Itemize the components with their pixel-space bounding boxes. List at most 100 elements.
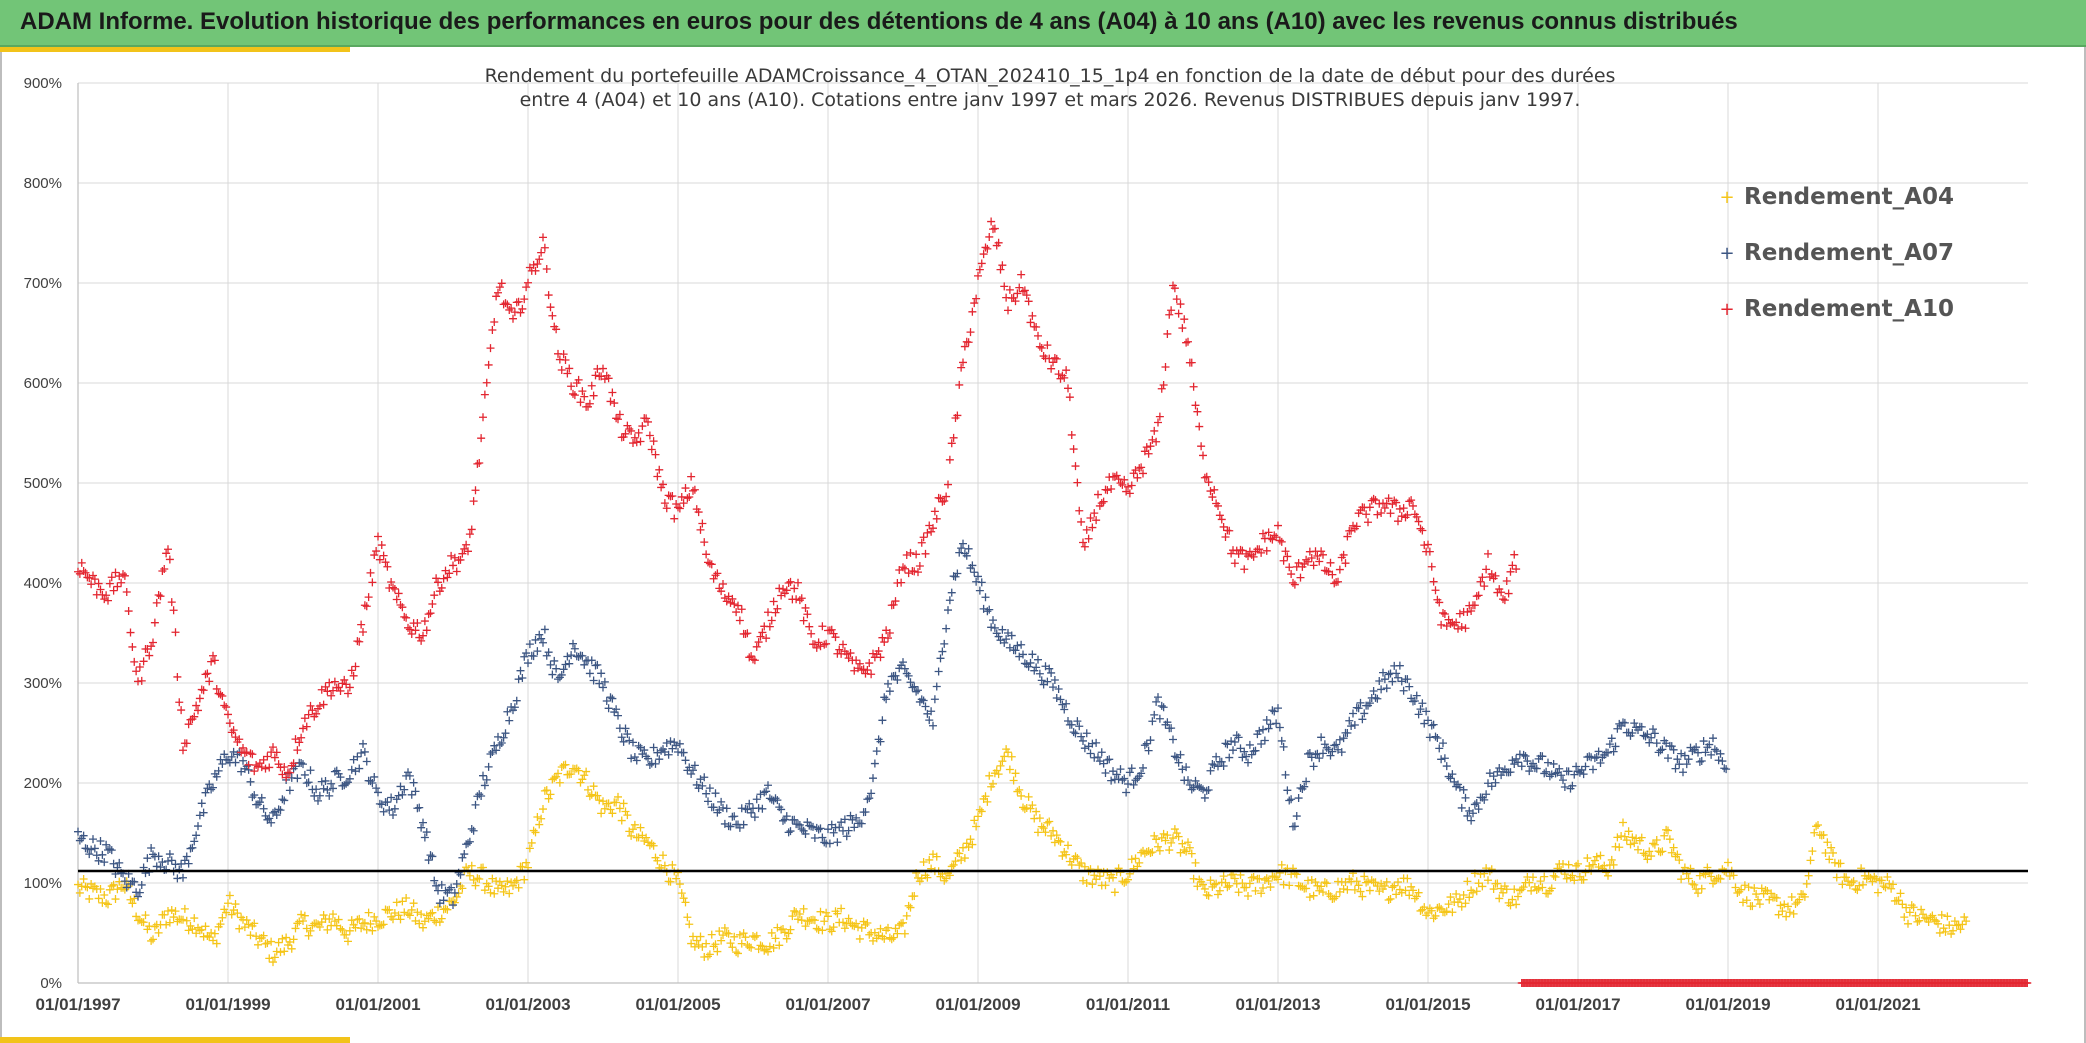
data-point [989, 616, 997, 625]
data-point [394, 911, 403, 920]
data-point [1197, 783, 1206, 792]
data-point [113, 885, 122, 894]
data-point [906, 903, 915, 912]
data-point [79, 831, 88, 840]
data-point [1266, 883, 1275, 892]
data-point [135, 916, 144, 925]
data-point [1579, 770, 1588, 779]
data-point [529, 652, 538, 661]
data-point [1032, 663, 1041, 672]
data-point [632, 756, 641, 765]
data-point [259, 755, 268, 764]
data-point [1118, 480, 1127, 489]
data-point [876, 653, 885, 662]
data-point [1384, 896, 1393, 905]
data-point [1043, 677, 1052, 686]
data-point [1649, 839, 1657, 848]
data-point [312, 919, 321, 928]
data-point [1232, 731, 1241, 740]
data-point [1864, 872, 1873, 881]
data-point [539, 233, 547, 242]
data-point [119, 570, 127, 579]
data-point [957, 363, 966, 372]
data-point [1069, 445, 1078, 454]
data-point [1052, 831, 1061, 840]
data-point [850, 823, 859, 832]
data-point [1525, 878, 1534, 887]
data-point [957, 544, 966, 553]
data-point [810, 916, 819, 925]
data-point [1442, 762, 1451, 771]
data-point [1592, 852, 1601, 861]
data-point [887, 935, 896, 944]
data-point [975, 805, 984, 814]
data-point [923, 528, 932, 537]
baseline-markers [1517, 979, 2032, 987]
data-point [685, 920, 694, 929]
data-point [681, 756, 690, 765]
data-point [1155, 412, 1164, 421]
data-point [1169, 735, 1177, 744]
data-point [1495, 763, 1504, 772]
data-point [1652, 835, 1661, 844]
data-point [276, 948, 285, 957]
data-point [1193, 407, 1202, 416]
data-point [1326, 558, 1335, 567]
data-point [1478, 882, 1487, 891]
data-point [636, 823, 645, 832]
data-point [1491, 778, 1500, 787]
data-point [1429, 720, 1438, 729]
data-point [1508, 561, 1517, 570]
data-point [1182, 338, 1191, 347]
data-point [726, 939, 735, 948]
data-point [904, 569, 913, 578]
data-point [854, 664, 862, 673]
data-point [1176, 750, 1185, 759]
data-point [833, 838, 842, 847]
data-point [1281, 770, 1290, 779]
data-point [75, 888, 84, 897]
data-point [739, 929, 748, 938]
data-point [1514, 758, 1522, 767]
data-point [278, 934, 287, 943]
data-point [585, 669, 594, 678]
data-point [623, 811, 632, 820]
data-point [794, 820, 802, 829]
data-point [540, 625, 549, 634]
data-point [985, 232, 994, 241]
data-point [630, 433, 639, 442]
data-point [533, 812, 542, 821]
data-point [608, 388, 617, 397]
data-point [1137, 848, 1146, 857]
data-point [289, 759, 298, 768]
data-point [932, 852, 941, 861]
data-point [848, 921, 857, 930]
data-point [602, 696, 611, 705]
data-point [370, 912, 379, 921]
data-point [81, 568, 90, 577]
data-point [617, 733, 626, 742]
data-point [458, 853, 467, 862]
data-point [239, 756, 247, 765]
data-point [351, 662, 360, 671]
data-point [1680, 751, 1689, 760]
data-point [300, 714, 309, 723]
data-point [1917, 905, 1926, 914]
data-point [612, 705, 621, 714]
data-point [1260, 736, 1269, 745]
data-point [908, 683, 917, 692]
legend-item-a10: + Rendement_A10 [1719, 296, 1954, 322]
data-point [94, 856, 103, 865]
data-point [1129, 780, 1138, 789]
data-point [370, 772, 379, 781]
data-point [1532, 764, 1541, 773]
data-point [1127, 764, 1136, 773]
data-point [942, 624, 951, 633]
data-point [1028, 650, 1037, 659]
data-point [83, 883, 92, 892]
x-tick-label: 01/01/2013 [1235, 995, 1320, 1014]
data-point [1596, 758, 1605, 767]
data-point [1000, 752, 1009, 761]
data-point [715, 927, 724, 936]
data-point [1155, 846, 1164, 855]
